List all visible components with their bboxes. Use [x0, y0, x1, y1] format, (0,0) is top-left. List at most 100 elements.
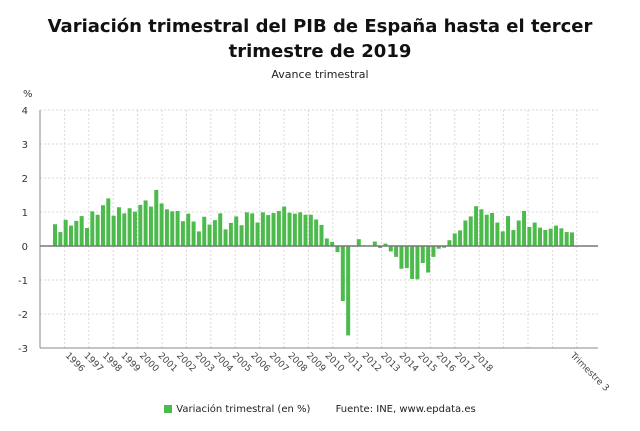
bar	[410, 246, 415, 279]
bar	[388, 246, 393, 252]
x-tick-label: 2007	[267, 351, 290, 374]
bar	[335, 246, 340, 253]
y-tick-label: 1	[22, 208, 28, 219]
bar	[143, 200, 148, 246]
bar	[191, 221, 196, 246]
bar	[468, 216, 473, 246]
bar	[543, 230, 548, 246]
y-tick-label: 3	[22, 140, 28, 151]
source-note: Fuente: INE, www.epdata.es	[335, 404, 476, 415]
bar	[175, 210, 180, 246]
bar	[298, 212, 303, 246]
bar	[420, 246, 425, 263]
bar	[383, 243, 388, 246]
x-tick-label: 2004	[211, 351, 234, 374]
x-tick-label: 2001	[156, 351, 179, 374]
x-tick-label: 2003	[193, 351, 216, 374]
bar	[79, 216, 84, 246]
x-tick-label: 2013	[378, 351, 401, 374]
bar	[58, 232, 63, 246]
bar	[100, 205, 105, 246]
bar	[68, 225, 73, 246]
bar	[138, 204, 143, 246]
x-tick-label: 2014	[397, 351, 420, 374]
bar	[276, 210, 281, 246]
bar	[271, 213, 276, 246]
x-tick-label: 2006	[248, 351, 271, 374]
legend: Variación trimestral (en %) Fuente: INE,…	[0, 404, 640, 415]
bar	[484, 214, 489, 246]
bar	[223, 229, 228, 246]
legend-swatch	[164, 405, 173, 413]
x-tick-label: 1996	[63, 351, 86, 374]
bar	[415, 246, 420, 280]
bar	[111, 215, 116, 246]
y-tick-label: 2	[22, 174, 28, 185]
bar	[463, 220, 468, 246]
bar	[394, 246, 399, 257]
y-tick-label: 0	[22, 242, 28, 253]
bar	[506, 216, 511, 246]
bar	[260, 212, 265, 246]
y-tick-label: 4	[22, 106, 28, 117]
bar	[218, 213, 223, 246]
bar	[319, 224, 324, 246]
bar	[548, 228, 553, 246]
y-tick-label: -1	[18, 276, 28, 287]
x-tick-label: 2012	[360, 351, 383, 374]
bar	[564, 232, 569, 246]
bar	[404, 246, 409, 269]
bar	[90, 211, 95, 246]
legend-label[interactable]: Variación trimestral (en %)	[176, 404, 311, 415]
x-tick-label: 2010	[323, 351, 346, 374]
bar	[106, 198, 111, 246]
bar	[372, 241, 377, 246]
bar	[378, 246, 383, 249]
bar	[250, 213, 255, 246]
bar	[447, 240, 452, 246]
bar	[282, 206, 287, 246]
bar	[500, 231, 505, 246]
bar	[346, 246, 351, 336]
bar	[474, 206, 479, 246]
x-tick-label: 2018	[471, 351, 494, 374]
bar	[330, 241, 335, 246]
x-tick-label: 2016	[434, 351, 457, 374]
bar	[53, 224, 57, 246]
bar	[452, 233, 457, 246]
bar	[324, 238, 329, 246]
bar	[196, 231, 201, 246]
bar	[538, 227, 543, 246]
bar	[559, 228, 564, 246]
bar	[570, 232, 575, 246]
bar	[122, 213, 127, 246]
bar	[303, 214, 308, 246]
bar	[426, 246, 431, 273]
bar	[516, 220, 521, 246]
bar	[266, 215, 271, 246]
y-axis-unit: %	[23, 89, 33, 100]
bar	[186, 213, 191, 246]
x-tick-label: 2017	[452, 351, 475, 374]
bar	[207, 224, 212, 246]
bar	[356, 239, 361, 246]
bar	[522, 210, 527, 246]
y-tick-label: -3	[18, 344, 28, 355]
bar	[511, 230, 516, 246]
bar	[340, 246, 345, 302]
bar	[287, 212, 292, 246]
bar	[164, 209, 169, 246]
bar	[431, 246, 436, 257]
bar	[95, 214, 100, 246]
bar	[490, 213, 495, 246]
chart-title: Variación trimestral del PIB de España h…	[47, 16, 593, 62]
bar	[308, 214, 313, 246]
x-tick-label: 2005	[230, 351, 253, 374]
bar	[527, 226, 532, 246]
bar	[132, 211, 137, 246]
bar	[532, 222, 537, 246]
bar	[314, 219, 319, 246]
bar	[63, 219, 68, 246]
